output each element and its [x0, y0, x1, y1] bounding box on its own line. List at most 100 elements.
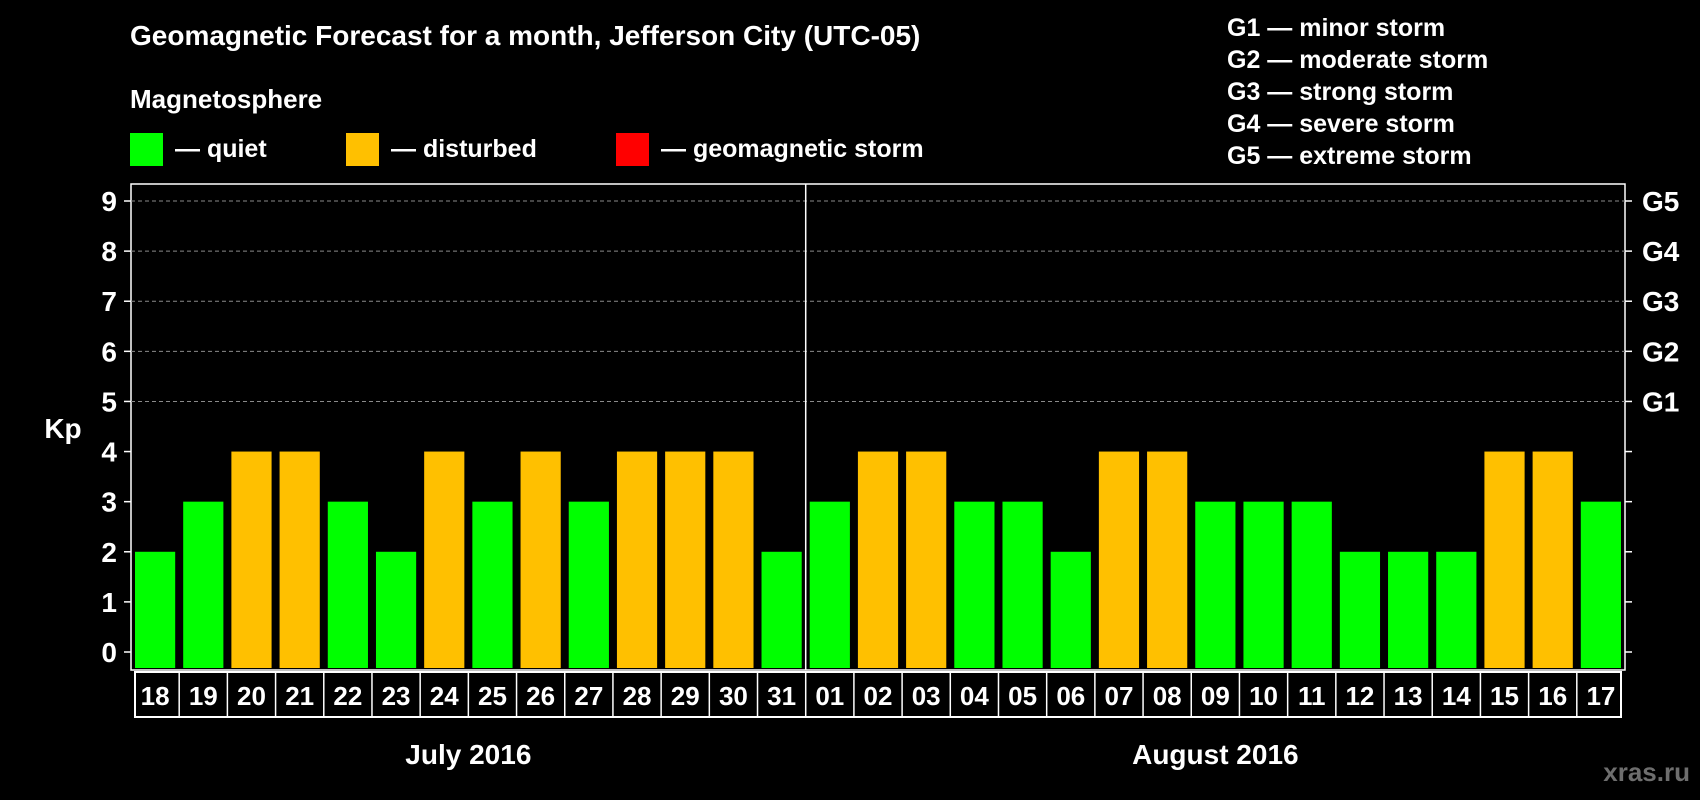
bar-04 — [954, 501, 995, 668]
right-axis-label-G3: G3 — [1642, 286, 1679, 317]
legend-label-disturbed: — disturbed — [391, 135, 537, 163]
storm-level-g5: G5 — extreme storm — [1227, 142, 1472, 170]
bar-05 — [1002, 501, 1043, 668]
x-tick-label-06: 06 — [1056, 681, 1085, 711]
bar-23 — [375, 551, 417, 668]
right-axis-label-G2: G2 — [1642, 336, 1679, 367]
x-tick-label-17: 17 — [1586, 681, 1615, 711]
x-tick-label-21: 21 — [285, 681, 314, 711]
x-tick-label-25: 25 — [478, 681, 507, 711]
legend-item-quiet: — quiet — [130, 133, 267, 166]
x-tick-label-22: 22 — [333, 681, 362, 711]
y-tick-label-6: 6 — [101, 336, 117, 367]
watermark: xras.ru — [1603, 757, 1690, 787]
storm-level-legend: G1 — minor storm G2 — moderate storm G3 … — [1227, 12, 1488, 172]
bar-01 — [809, 501, 850, 668]
legend-item-disturbed: — disturbed — [346, 133, 537, 166]
month-label-0: July 2016 — [405, 739, 531, 770]
x-tick-label-19: 19 — [189, 681, 218, 711]
x-tick-label-28: 28 — [623, 681, 652, 711]
bar-08 — [1147, 451, 1188, 668]
legend-label-storm: — geomagnetic storm — [661, 135, 924, 163]
bar-21 — [279, 451, 320, 668]
storm-level-g2: G2 — moderate storm — [1227, 46, 1489, 74]
bar-20 — [231, 451, 272, 668]
bar-25 — [472, 501, 513, 668]
x-tick-label-16: 16 — [1538, 681, 1567, 711]
plot-frame — [130, 183, 1626, 671]
y-tick-label-7: 7 — [101, 286, 117, 317]
x-tick-label-18: 18 — [141, 681, 170, 711]
right-axis-label-G4: G4 — [1642, 236, 1680, 267]
storm-level-g1: G1 — minor storm — [1227, 14, 1446, 42]
x-tick-label-04: 04 — [960, 681, 989, 711]
y-tick-label-5: 5 — [101, 386, 117, 417]
bar-22 — [327, 501, 368, 668]
bar-18 — [135, 551, 176, 668]
legend-swatch-quiet — [130, 133, 163, 166]
x-tick-label-24: 24 — [430, 681, 459, 711]
x-tick-label-23: 23 — [382, 681, 411, 711]
right-axis-label-G1: G1 — [1642, 386, 1679, 417]
x-tick-label-30: 30 — [719, 681, 748, 711]
bar-31 — [761, 551, 802, 668]
legend-title: Magnetosphere — [130, 84, 323, 114]
bar-14 — [1436, 551, 1477, 668]
bar-12 — [1339, 551, 1381, 668]
x-tick-label-27: 27 — [574, 681, 603, 711]
storm-level-g4: G4 — severe storm — [1227, 110, 1455, 138]
bar-19 — [183, 501, 224, 668]
x-tick-label-07: 07 — [1105, 681, 1134, 711]
x-tick-label-12: 12 — [1345, 681, 1374, 711]
x-tick-label-20: 20 — [237, 681, 266, 711]
legend-swatch-storm — [616, 133, 649, 166]
bar-15 — [1484, 451, 1525, 668]
x-tick-label-29: 29 — [671, 681, 700, 711]
y-tick-label-1: 1 — [101, 587, 117, 618]
bar-11 — [1291, 501, 1332, 668]
x-tick-label-15: 15 — [1490, 681, 1519, 711]
bar-27 — [568, 501, 609, 668]
legend-swatch-disturbed — [346, 133, 379, 166]
y-tick-label-0: 0 — [101, 637, 117, 668]
storm-level-g3: G3 — strong storm — [1227, 78, 1454, 106]
y-tick-label-9: 9 — [101, 186, 117, 217]
bar-29 — [665, 451, 706, 668]
bar-10 — [1243, 501, 1284, 668]
bar-07 — [1098, 451, 1140, 668]
right-axis-label-G5: G5 — [1642, 186, 1679, 217]
bar-06 — [1050, 551, 1091, 668]
y-tick-label-8: 8 — [101, 236, 117, 267]
bar-13 — [1388, 551, 1429, 668]
bar-26 — [520, 451, 561, 668]
bar-17 — [1580, 501, 1621, 668]
bar-02 — [857, 451, 899, 668]
y-tick-label-2: 2 — [101, 537, 117, 568]
x-tick-label-03: 03 — [912, 681, 941, 711]
chart-title: Geomagnetic Forecast for a month, Jeffer… — [130, 20, 921, 51]
x-tick-label-10: 10 — [1249, 681, 1278, 711]
x-tick-label-14: 14 — [1442, 681, 1471, 711]
bar-03 — [906, 451, 947, 668]
bar-28 — [616, 451, 658, 668]
legend-label-quiet: — quiet — [175, 135, 267, 163]
bar-09 — [1195, 501, 1236, 668]
bar-16 — [1532, 451, 1573, 668]
x-tick-label-08: 08 — [1153, 681, 1182, 711]
month-label-1: August 2016 — [1132, 739, 1299, 770]
x-tick-label-26: 26 — [526, 681, 555, 711]
legend-item-storm: — geomagnetic storm — [616, 133, 924, 166]
y-axis-label: Kp — [44, 413, 81, 444]
x-tick-label-11: 11 — [1298, 681, 1326, 711]
bar-30 — [713, 451, 754, 668]
y-tick-label-4: 4 — [101, 437, 117, 468]
x-tick-label-31: 31 — [767, 681, 796, 711]
date-axis-frame — [134, 671, 1622, 718]
x-tick-label-13: 13 — [1394, 681, 1423, 711]
x-tick-label-09: 09 — [1201, 681, 1230, 711]
x-tick-label-02: 02 — [864, 681, 893, 711]
y-tick-label-3: 3 — [101, 487, 117, 518]
x-tick-label-05: 05 — [1008, 681, 1037, 711]
x-tick-label-01: 01 — [815, 681, 844, 711]
